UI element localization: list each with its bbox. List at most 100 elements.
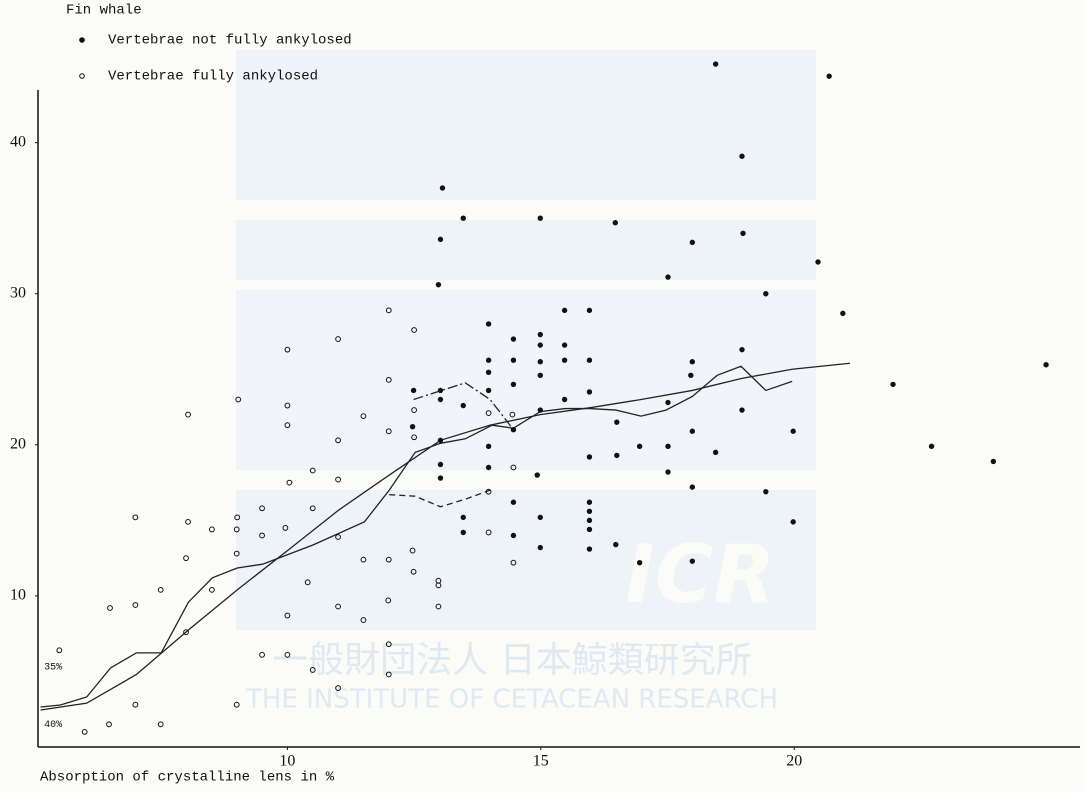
data-point: [587, 308, 591, 312]
data-point: [438, 438, 442, 442]
data-point: [158, 722, 163, 727]
data-point: [740, 347, 744, 351]
data-point: [562, 397, 566, 401]
data-point: [891, 382, 895, 386]
data-point: [133, 702, 138, 707]
data-point: [690, 360, 694, 364]
legend-label: Vertebrae fully ankylosed: [108, 69, 318, 85]
data-point: [486, 322, 490, 326]
data-point: [587, 358, 591, 362]
data-point: [764, 292, 768, 296]
chart-title: Fin whale: [66, 3, 142, 19]
watermark-logo: ICR: [625, 528, 775, 621]
data-point: [438, 462, 442, 466]
data-point: [486, 388, 490, 392]
data-point: [461, 216, 465, 220]
data-point: [562, 308, 566, 312]
watermark: ICR 一般財団法人 日本鯨類研究所 THE INSTITUTE OF CETA…: [236, 50, 816, 715]
data-point: [741, 231, 745, 235]
data-point: [82, 729, 87, 734]
data-point: [690, 429, 694, 433]
chart: ICR 一般財団法人 日本鯨類研究所 THE INSTITUTE OF CETA…: [0, 0, 1084, 792]
data-point: [438, 237, 442, 241]
data-point: [535, 473, 539, 477]
data-point: [690, 559, 694, 563]
data-point: [816, 260, 820, 264]
data-point: [511, 358, 515, 362]
y-tick-label: 10: [10, 587, 26, 604]
data-point: [511, 428, 515, 432]
y-tick-label: 40: [10, 133, 26, 150]
watermark-text: THE INSTITUTE OF CETACEAN RESEARCH: [245, 685, 778, 715]
data-point: [411, 388, 415, 392]
data-point: [666, 400, 670, 404]
data-point: [538, 360, 542, 364]
data-point: [740, 408, 744, 412]
data-point: [511, 500, 515, 504]
data-point: [991, 459, 995, 463]
data-point: [486, 370, 490, 374]
data-point: [133, 515, 138, 520]
data-point: [184, 556, 189, 561]
data-point: [587, 527, 591, 531]
data-point: [538, 373, 542, 377]
data-point: [666, 470, 670, 474]
data-point: [486, 358, 490, 362]
data-point: [929, 444, 933, 448]
data-point: [511, 337, 515, 341]
data-point: [461, 530, 465, 534]
data-point: [133, 603, 138, 608]
data-point: [615, 453, 619, 457]
data-point: [587, 518, 591, 522]
data-point: [841, 311, 845, 315]
data-point: [511, 533, 515, 537]
data-point: [764, 489, 768, 493]
data-point: [637, 444, 641, 448]
legend-marker: [80, 74, 85, 79]
data-point: [440, 186, 444, 190]
data-point: [587, 390, 591, 394]
data-point: [587, 500, 591, 504]
data-point: [791, 429, 795, 433]
data-point: [538, 408, 542, 412]
data-point: [158, 587, 163, 592]
data-point: [107, 722, 112, 727]
y-tick-label: 30: [10, 284, 26, 301]
data-point: [57, 648, 62, 653]
data-point: [410, 424, 414, 428]
data-point: [615, 420, 619, 424]
data-point: [287, 480, 292, 485]
annotation: 35%: [44, 663, 62, 674]
data-point: [690, 240, 694, 244]
data-point: [614, 542, 618, 546]
legend-label: Vertebrae not fully ankylosed: [108, 33, 352, 49]
x-tick-label: 10: [279, 753, 295, 770]
data-point: [587, 455, 591, 459]
data-point: [438, 388, 442, 392]
data-point: [511, 382, 515, 386]
data-point: [234, 702, 239, 707]
data-point: [538, 216, 542, 220]
y-tick-label: 20: [10, 435, 26, 452]
data-point: [438, 397, 442, 401]
data-point: [637, 560, 641, 564]
data-point: [587, 509, 591, 513]
data-point: [587, 547, 591, 551]
data-point: [108, 606, 113, 611]
data-point: [436, 282, 440, 286]
data-point: [186, 519, 191, 524]
annotation: 40%: [44, 720, 62, 731]
data-point: [186, 412, 191, 417]
data-point: [562, 358, 566, 362]
data-point: [791, 520, 795, 524]
data-point: [486, 465, 490, 469]
data-point: [260, 652, 265, 657]
data-point: [713, 62, 717, 66]
data-point: [461, 403, 465, 407]
data-point: [713, 450, 717, 454]
data-point: [438, 476, 442, 480]
x-axis-label: Absorption of crystalline lens in %: [40, 770, 335, 786]
data-point: [740, 154, 744, 158]
watermark-shape: [236, 290, 816, 470]
data-point: [538, 545, 542, 549]
